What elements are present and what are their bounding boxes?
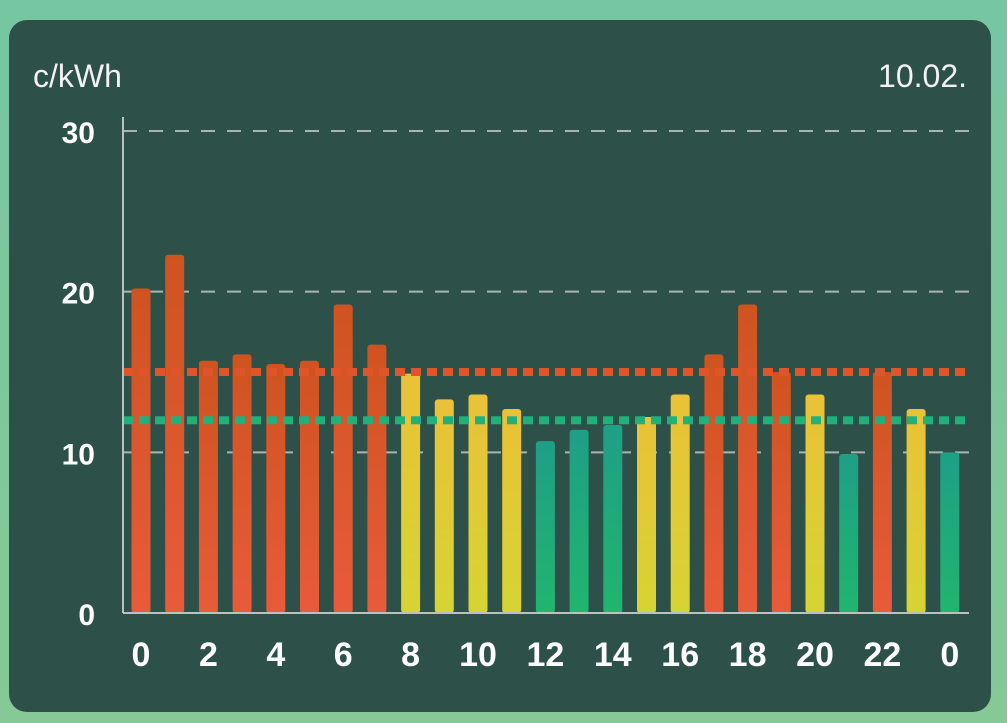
x-tick-label: 12 xyxy=(526,636,564,674)
x-tick-label: 10 xyxy=(459,636,497,674)
bar xyxy=(906,408,926,613)
bar xyxy=(569,429,589,613)
y-tick-label: 10 xyxy=(62,438,95,471)
bar xyxy=(434,399,454,613)
bar xyxy=(805,394,825,613)
bar xyxy=(839,453,859,613)
bar xyxy=(738,304,758,613)
bar xyxy=(131,288,151,613)
price-chart-card: c/kWh 10.02. 0 10 20 30 0 2 4 6 8 10 12 14 16 18 20 22 0 xyxy=(9,20,991,712)
x-tick-label: 20 xyxy=(796,636,834,674)
x-tick-label: 18 xyxy=(729,636,767,674)
bar xyxy=(940,452,960,613)
x-tick-label: 8 xyxy=(401,636,420,674)
bar xyxy=(367,344,387,613)
x-tick-label: 4 xyxy=(266,636,285,674)
bar xyxy=(198,360,218,613)
price-bar-chart: 0 10 20 30 0 2 4 6 8 10 12 14 16 18 20 22 0 xyxy=(62,117,969,674)
bar xyxy=(333,304,353,613)
bar xyxy=(704,354,724,613)
bar xyxy=(670,394,690,613)
bar xyxy=(401,373,421,613)
bar xyxy=(232,354,252,613)
bar xyxy=(502,408,522,613)
bar xyxy=(165,254,185,614)
x-tick-label: 6 xyxy=(334,636,353,674)
x-tick-label: 16 xyxy=(661,636,699,674)
bar xyxy=(300,360,319,613)
y-tick-label: 30 xyxy=(62,117,95,150)
x-tick-label: 14 xyxy=(594,636,632,674)
bar xyxy=(771,372,791,613)
y-tick-label: 20 xyxy=(62,278,95,311)
x-tick-label: 0 xyxy=(132,636,151,674)
bar xyxy=(872,372,892,613)
unit-label: c/kWh xyxy=(33,58,122,94)
x-tick-label: 2 xyxy=(199,636,218,674)
bar xyxy=(266,363,286,613)
x-tick-label: 0 xyxy=(940,636,959,674)
bar xyxy=(468,394,488,613)
date-label: 10.02. xyxy=(878,58,967,94)
bar xyxy=(637,416,656,613)
bar xyxy=(535,441,555,613)
x-tick-label: 22 xyxy=(863,636,901,674)
y-tick-label: 0 xyxy=(78,599,95,632)
bar xyxy=(603,425,623,613)
